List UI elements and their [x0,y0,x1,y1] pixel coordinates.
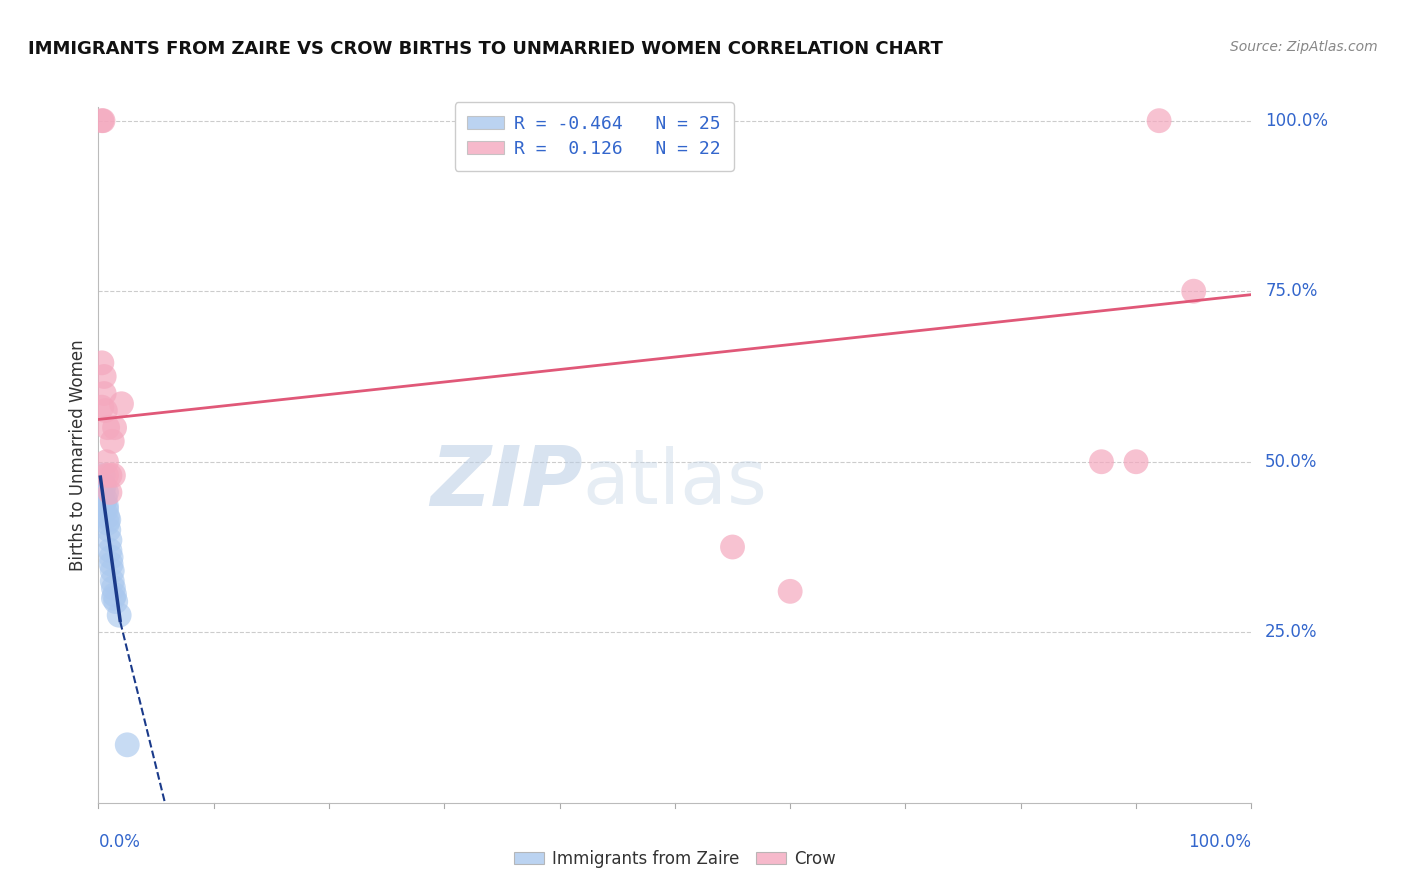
Point [90,113,112,128]
Point [96,499,118,513]
Point [97,509,120,524]
Text: Source: ZipAtlas.com: Source: ZipAtlas.com [1230,40,1378,54]
Point [91,113,114,128]
Point [97,420,120,434]
Point [103,420,125,434]
Point [93,478,115,492]
Point [94,492,117,507]
Point [96,502,118,516]
Point [721,540,744,554]
Point [110,397,132,411]
Point [98,543,121,558]
Point [90,356,112,370]
Point [90,400,112,414]
Point [93,386,115,401]
Point [101,564,124,578]
Point [97,523,120,537]
Point [101,574,124,588]
Legend: Immigrants from Zaire, Crow: Immigrants from Zaire, Crow [508,843,842,874]
Point [90,485,112,500]
Point [98,533,121,548]
Point [1182,284,1205,298]
Point [96,485,118,500]
Text: 25.0%: 25.0% [1265,624,1317,641]
Text: atlas: atlas [582,446,768,520]
Point [93,496,115,510]
Point [103,588,125,602]
Point [103,581,125,595]
Point [96,455,118,469]
Point [100,550,122,565]
Text: 50.0%: 50.0% [1265,453,1317,471]
Point [104,594,127,608]
Point [1147,113,1170,128]
Point [103,591,125,606]
Point [117,738,139,752]
Text: 0.0%: 0.0% [98,833,141,852]
Point [96,468,118,483]
Point [779,584,801,599]
Point [91,468,114,483]
Point [97,513,120,527]
Point [1090,455,1112,469]
Text: 100.0%: 100.0% [1188,833,1251,852]
Point [94,403,117,417]
Point [97,516,120,530]
Text: IMMIGRANTS FROM ZAIRE VS CROW BIRTHS TO UNMARRIED WOMEN CORRELATION CHART: IMMIGRANTS FROM ZAIRE VS CROW BIRTHS TO … [28,40,943,58]
Y-axis label: Births to Unmarried Women: Births to Unmarried Women [69,339,87,571]
Point [108,608,131,623]
Text: 75.0%: 75.0% [1265,282,1317,301]
Point [103,468,125,483]
Text: ZIP: ZIP [430,442,582,524]
Point [91,485,114,500]
Point [98,468,121,483]
Point [100,557,122,571]
Point [1125,455,1147,469]
Point [98,485,121,500]
Point [93,369,115,384]
Text: 100.0%: 100.0% [1265,112,1329,129]
Point [101,434,124,449]
